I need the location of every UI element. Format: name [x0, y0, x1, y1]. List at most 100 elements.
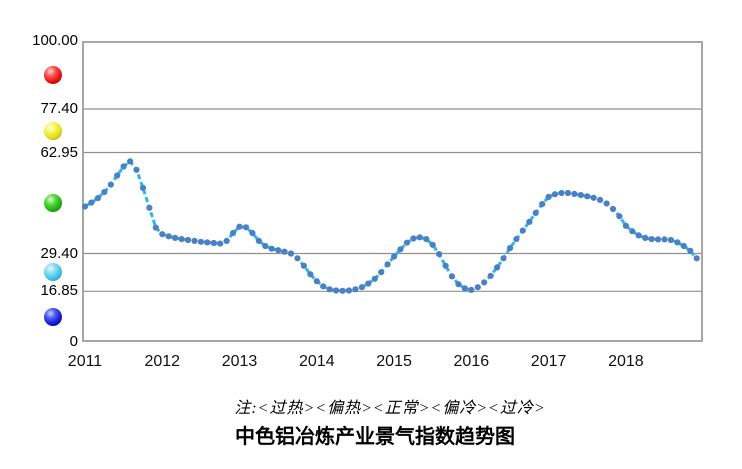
data-point-dot [609, 205, 617, 213]
data-point-dot [461, 285, 468, 292]
data-point-dot [255, 237, 262, 244]
y-axis-tick-label: 0 [69, 333, 78, 350]
data-point-dot [358, 284, 365, 291]
data-point-dot [217, 240, 224, 247]
y-axis-tick-label: 100.00 [32, 32, 78, 49]
y-axis-tick-label: 77.40 [40, 100, 78, 118]
data-point-dot [661, 236, 668, 243]
x-axis-year-label: 2017 [530, 353, 567, 370]
data-point-dot [513, 236, 520, 243]
data-point-dot [519, 227, 526, 234]
data-point-dot [667, 236, 675, 244]
data-point-dot [339, 287, 346, 294]
data-point-dot [165, 233, 172, 240]
data-point-dot [107, 181, 114, 188]
data-point-dot [127, 158, 134, 165]
data-point-dot [320, 283, 327, 290]
data-point-dot [680, 242, 687, 250]
plot-area [82, 41, 703, 342]
chart-title: 中色铝冶炼产业景气指数趋势图 [235, 426, 515, 448]
data-point-dot [236, 223, 243, 230]
data-point-dot [378, 269, 385, 276]
data-point-dot [365, 280, 372, 287]
data-point-dot [345, 287, 353, 294]
x-axis-year-label: 2013 [221, 353, 258, 370]
red-ball-icon [44, 66, 62, 84]
data-point-dot [82, 203, 89, 210]
blue-ball-icon [44, 307, 62, 326]
x-axis-year-label: 2011 [67, 353, 103, 370]
y-axis-tick-label: 62.95 [40, 143, 78, 161]
data-point-dot [403, 239, 410, 246]
data-point-dot [249, 229, 256, 237]
data-point-dot [197, 238, 204, 245]
data-point-dot [410, 235, 417, 242]
data-point-dot [152, 224, 159, 231]
data-point-dot [622, 222, 630, 229]
data-point-dot [532, 209, 539, 216]
plot-border [82, 41, 703, 342]
data-point-dot [307, 271, 314, 278]
green-ball-icon [44, 194, 62, 212]
data-point-dot [423, 236, 430, 243]
data-point-dot [526, 218, 533, 225]
data-point-dot [333, 287, 340, 294]
data-point-dot [648, 236, 655, 243]
data-point-dot [204, 239, 211, 246]
data-point-dot [558, 189, 565, 197]
data-point-dot [564, 189, 571, 197]
data-point-dot [436, 251, 443, 258]
data-point-dot [693, 255, 700, 262]
data-point-dot [500, 255, 507, 262]
data-point-dot [352, 286, 359, 293]
data-point-dot [539, 201, 546, 208]
data-point-dot [674, 239, 681, 246]
data-point-dot [468, 286, 475, 293]
data-point-dot [371, 275, 378, 282]
data-point-dot [384, 261, 391, 268]
data-point-dot [88, 199, 95, 206]
data-point-dot [448, 273, 456, 280]
data-point-dot [687, 247, 694, 254]
data-point-dot [571, 190, 578, 197]
y-axis-tick-label: 16.85 [40, 282, 78, 300]
data-point-dot [287, 250, 295, 257]
zone-legend-note: 注:<过热><偏热><正常><偏冷><过冷> [234, 400, 546, 417]
data-point-dot [603, 200, 610, 207]
data-point-dot [146, 204, 153, 211]
data-point-dot [584, 193, 591, 200]
data-point-dot [159, 231, 166, 238]
data-point-dot [545, 193, 552, 200]
data-point-dot [275, 247, 282, 254]
data-point-dot [281, 248, 288, 255]
x-axis-year-label: 2016 [453, 353, 490, 370]
data-point-dot [551, 191, 559, 198]
data-point-dot [101, 189, 108, 196]
data-point-dot [416, 234, 423, 241]
data-point-dot [655, 236, 662, 243]
x-axis-year-label: 2012 [144, 353, 181, 370]
data-point-dot [94, 195, 101, 202]
data-point-dot [191, 237, 198, 244]
data-point-dot [178, 236, 185, 243]
index-trend-line [84, 159, 698, 293]
data-point-dot [184, 236, 192, 244]
data-point-dot [481, 279, 488, 286]
x-axis-year-label: 2014 [299, 353, 335, 370]
data-point-dot [242, 224, 250, 231]
data-point-dot [642, 234, 649, 241]
data-point-dot [230, 229, 237, 237]
cyan-ball-icon [44, 263, 62, 282]
x-axis-year-label: 2018 [608, 353, 644, 370]
data-point-dot [210, 239, 217, 247]
data-point-dot [597, 196, 604, 203]
data-point-dot [262, 242, 269, 250]
data-point-dot [268, 245, 275, 252]
data-point-dot [120, 163, 127, 170]
data-point-dot [391, 253, 398, 260]
data-point-dot [294, 255, 301, 262]
data-point-dot [397, 246, 404, 253]
yellow-ball-icon [44, 121, 62, 140]
data-point-dot [629, 228, 636, 235]
